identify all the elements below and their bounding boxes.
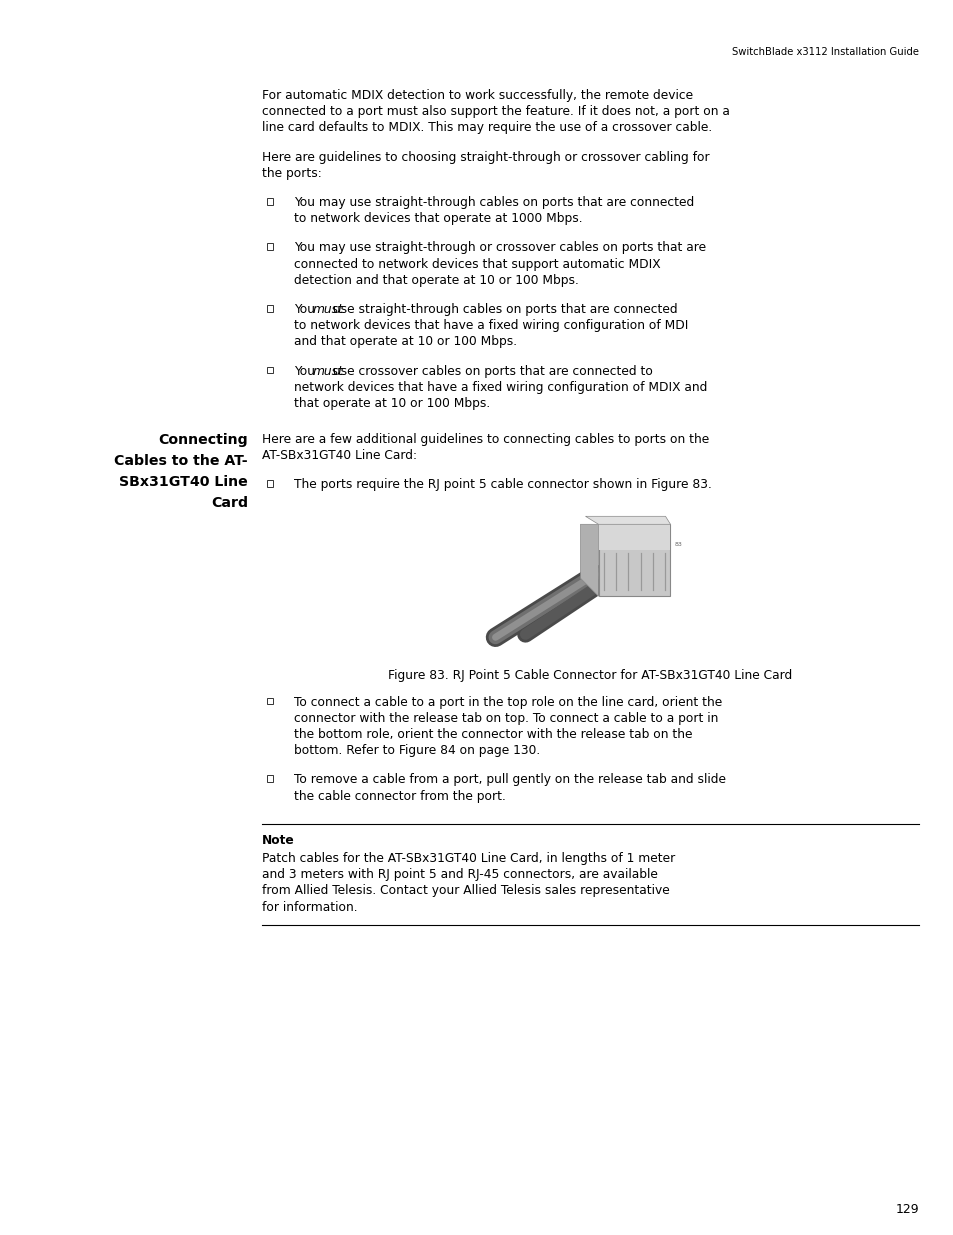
Text: the bottom role, orient the connector with the release tab on the: the bottom role, orient the connector wi…: [294, 727, 692, 741]
Text: The ports require the RJ point 5 cable connector shown in Figure 83.: The ports require the RJ point 5 cable c…: [294, 478, 711, 492]
Text: Note: Note: [262, 834, 294, 847]
Text: connected to a port must also support the feature. If it does not, a port on a: connected to a port must also support th…: [262, 105, 729, 119]
Text: use straight-through cables on ports that are connected: use straight-through cables on ports tha…: [329, 303, 677, 316]
Text: Connecting: Connecting: [158, 432, 248, 447]
Text: To connect a cable to a port in the top role on the line card, orient the: To connect a cable to a port in the top …: [294, 695, 721, 709]
Text: that operate at 10 or 100 Mbps.: that operate at 10 or 100 Mbps.: [294, 396, 490, 410]
Text: use crossover cables on ports that are connected to: use crossover cables on ports that are c…: [329, 364, 653, 378]
Text: To remove a cable from a port, pull gently on the release tab and slide: To remove a cable from a port, pull gent…: [294, 773, 725, 787]
Text: network devices that have a fixed wiring configuration of MDIX and: network devices that have a fixed wiring…: [294, 380, 706, 394]
Text: Cables to the AT-: Cables to the AT-: [114, 453, 248, 468]
Text: 129: 129: [895, 1203, 918, 1216]
Text: must: must: [312, 303, 343, 316]
Text: For automatic MDIX detection to work successfully, the remote device: For automatic MDIX detection to work suc…: [262, 89, 693, 103]
Bar: [266, 305, 273, 311]
Text: must: must: [312, 364, 343, 378]
Text: connected to network devices that support automatic MDIX: connected to network devices that suppor…: [294, 258, 659, 270]
Text: SBx31GT40 Line: SBx31GT40 Line: [119, 474, 248, 489]
Text: line card defaults to MDIX. This may require the use of a crossover cable.: line card defaults to MDIX. This may req…: [262, 121, 712, 135]
Text: detection and that operate at 10 or 100 Mbps.: detection and that operate at 10 or 100 …: [294, 274, 578, 287]
Text: Patch cables for the AT-SBx31GT40 Line Card, in lengths of 1 meter: Patch cables for the AT-SBx31GT40 Line C…: [262, 852, 675, 864]
Text: and that operate at 10 or 100 Mbps.: and that operate at 10 or 100 Mbps.: [294, 336, 517, 348]
Bar: [266, 198, 273, 205]
Text: and 3 meters with RJ point 5 and RJ-45 connectors, are available: and 3 meters with RJ point 5 and RJ-45 c…: [262, 868, 658, 881]
Text: 83: 83: [674, 542, 681, 547]
Text: connector with the release tab on top. To connect a cable to a port in: connector with the release tab on top. T…: [294, 711, 718, 725]
Text: the ports:: the ports:: [262, 167, 321, 180]
Text: for information.: for information.: [262, 900, 357, 914]
Text: You may use straight-through cables on ports that are connected: You may use straight-through cables on p…: [294, 196, 694, 209]
Text: the cable connector from the port.: the cable connector from the port.: [294, 789, 505, 803]
Polygon shape: [585, 516, 670, 525]
Bar: [266, 243, 273, 249]
Text: to network devices that operate at 1000 Mbps.: to network devices that operate at 1000 …: [294, 212, 582, 225]
Text: Card: Card: [211, 495, 248, 510]
Text: SwitchBlade x3112 Installation Guide: SwitchBlade x3112 Installation Guide: [731, 47, 918, 57]
Text: bottom. Refer to Figure 84 on page 130.: bottom. Refer to Figure 84 on page 130.: [294, 745, 539, 757]
Polygon shape: [579, 525, 598, 597]
FancyBboxPatch shape: [598, 525, 670, 597]
Text: You: You: [294, 303, 318, 316]
Bar: [266, 480, 273, 487]
Text: from Allied Telesis. Contact your Allied Telesis sales representative: from Allied Telesis. Contact your Allied…: [262, 884, 669, 898]
FancyBboxPatch shape: [598, 525, 670, 550]
Bar: [266, 776, 273, 782]
Text: to network devices that have a fixed wiring configuration of MDI: to network devices that have a fixed wir…: [294, 319, 688, 332]
Bar: [266, 698, 273, 704]
Bar: [266, 367, 273, 373]
Text: Here are a few additional guidelines to connecting cables to ports on the: Here are a few additional guidelines to …: [262, 432, 708, 446]
Text: AT-SBx31GT40 Line Card:: AT-SBx31GT40 Line Card:: [262, 448, 416, 462]
Text: You: You: [294, 364, 318, 378]
Text: You may use straight-through or crossover cables on ports that are: You may use straight-through or crossove…: [294, 241, 705, 254]
Text: Here are guidelines to choosing straight-through or crossover cabling for: Here are guidelines to choosing straight…: [262, 151, 709, 163]
Text: Figure 83. RJ Point 5 Cable Connector for AT-SBx31GT40 Line Card: Figure 83. RJ Point 5 Cable Connector fo…: [388, 669, 792, 682]
